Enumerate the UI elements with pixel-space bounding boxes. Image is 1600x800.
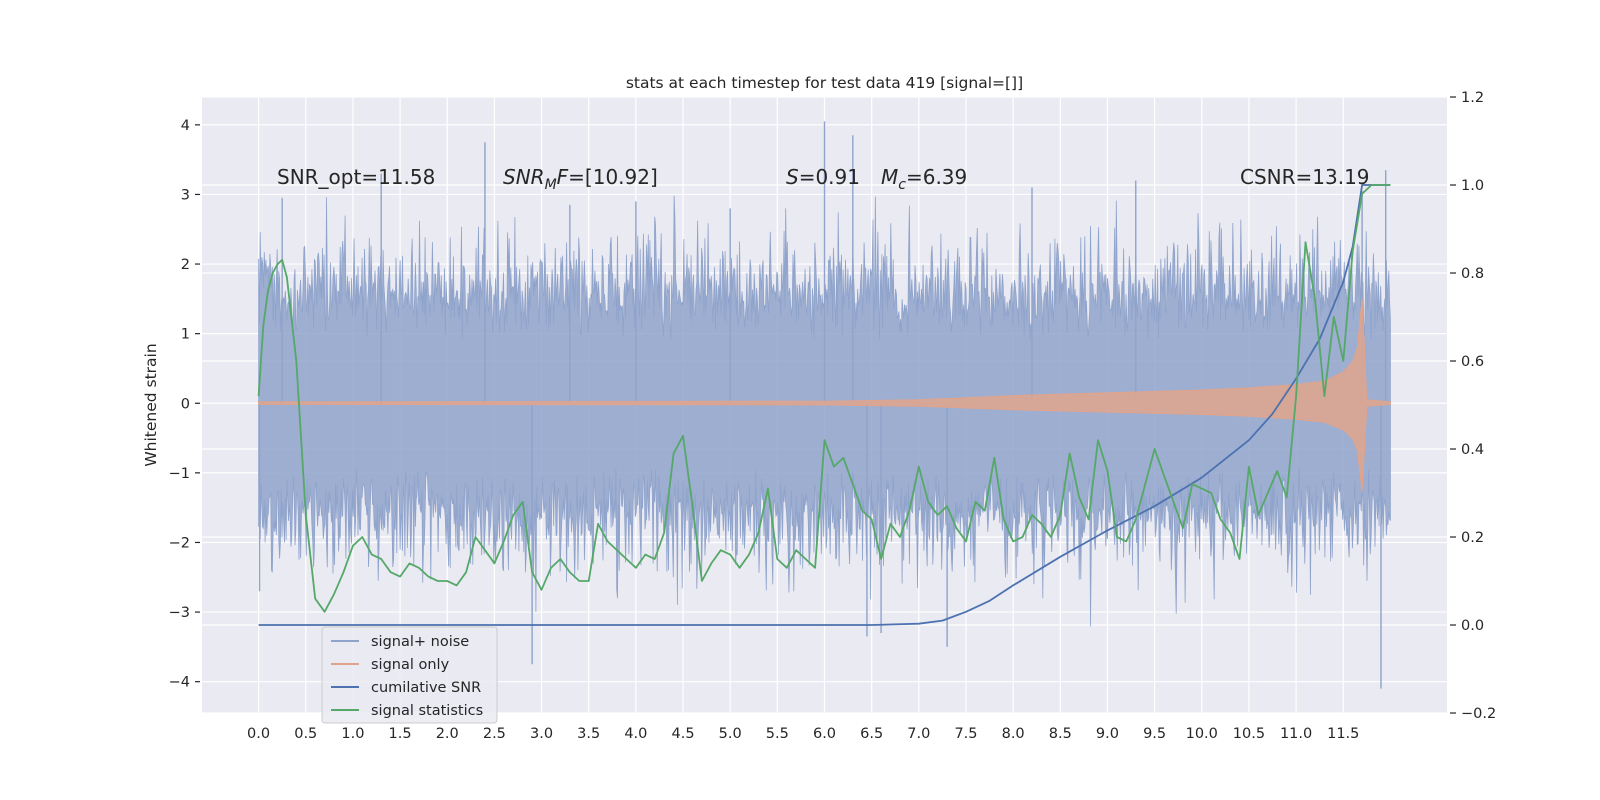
x-tick-label: 10.5 bbox=[1233, 726, 1265, 742]
y-axis-label: Whitened strain bbox=[142, 343, 160, 466]
cumulative-snr-line bbox=[258, 184, 1391, 626]
x-tick-label: 1.5 bbox=[389, 726, 412, 742]
x-tick-label: 11.5 bbox=[1327, 726, 1359, 742]
x-tick-label: 7.0 bbox=[907, 726, 930, 742]
annotation-part: =[10.92] bbox=[568, 165, 658, 189]
annotation-s-value: S=0.91 bbox=[786, 165, 860, 189]
x-tick-label: 5.5 bbox=[766, 726, 789, 742]
x-tick-label: 2.0 bbox=[436, 726, 459, 742]
legend-label: signal only bbox=[371, 657, 450, 673]
x-tick-label: 4.5 bbox=[671, 726, 694, 742]
annotation-part: =0.91 bbox=[799, 165, 860, 189]
y2-tick-label: 0.4 bbox=[1461, 442, 1484, 458]
x-tick-label: 8.5 bbox=[1049, 726, 1072, 742]
y-tick-label: 3 bbox=[181, 187, 190, 203]
x-tick-label: 4.0 bbox=[624, 726, 647, 742]
y2-tick-label: −0.2 bbox=[1461, 706, 1496, 722]
legend-label: signal+ noise bbox=[371, 634, 469, 650]
x-tick-label: 0.0 bbox=[247, 726, 270, 742]
annotation-part: SNR_opt=11.58 bbox=[277, 165, 435, 189]
x-tick-label: 6.0 bbox=[813, 726, 836, 742]
legend-label: signal statistics bbox=[371, 703, 483, 719]
y-tick-label: 0 bbox=[181, 396, 190, 412]
y2-tick-label: 0.0 bbox=[1461, 618, 1484, 634]
x-tick-label: 9.0 bbox=[1096, 726, 1119, 742]
annotation-part: S bbox=[786, 165, 799, 189]
x-tick-label: 9.5 bbox=[1143, 726, 1166, 742]
annotation-part: SNR bbox=[503, 165, 545, 189]
annotation-snr-mf: SNRMF=[10.92] bbox=[503, 165, 658, 193]
y2-tick-label: 1.0 bbox=[1461, 178, 1484, 194]
legend: signal+ noise signal only cumilative SNR si… bbox=[321, 626, 498, 724]
y-tick-label: 1 bbox=[181, 327, 190, 343]
legend-label: cumilative SNR bbox=[371, 680, 481, 696]
y-tick-label: −3 bbox=[169, 605, 190, 621]
signal-statistics-line bbox=[257, 184, 1391, 613]
x-tick-label: 3.0 bbox=[530, 726, 553, 742]
y2-tick-label: 0.6 bbox=[1461, 354, 1484, 370]
x-tick-label: 6.5 bbox=[860, 726, 883, 742]
annotation-part: M bbox=[881, 165, 898, 189]
y2-tick-label: 0.8 bbox=[1461, 266, 1484, 282]
axis-ticks: 0.0 0.5 1.0 1.5 2.0 2.5 3.0 3.5 4.0 4.5 5.0 5.5 6.0 6… bbox=[169, 90, 1497, 742]
x-tick-label: 10.0 bbox=[1186, 726, 1218, 742]
signal-only-envelope bbox=[258, 298, 1391, 493]
y-tick-label: 2 bbox=[181, 257, 190, 273]
annotation-part: CSNR=13.19 bbox=[1240, 165, 1370, 189]
y-tick-label: 4 bbox=[181, 118, 190, 134]
y2-tick-label: 1.2 bbox=[1461, 90, 1484, 106]
x-tick-label: 2.5 bbox=[483, 726, 506, 742]
annotation-csnr: CSNR=13.19 bbox=[1240, 165, 1370, 189]
y-tick-label: −1 bbox=[169, 466, 190, 482]
x-tick-label: 3.5 bbox=[577, 726, 600, 742]
annotations: SNR_opt=11.58 SNRMF=[10.92] S=0.91 Mc=6.39 C… bbox=[277, 165, 1370, 193]
x-tick-label: 7.5 bbox=[954, 726, 977, 742]
signal-noise-series bbox=[258, 121, 1391, 689]
chart-title: stats at each timestep for test data 419… bbox=[626, 74, 1023, 92]
annotation-part: F bbox=[557, 165, 569, 189]
legend-box bbox=[321, 626, 498, 724]
annotation-snr-opt: SNR_opt=11.58 bbox=[277, 165, 435, 189]
x-tick-label: 11.0 bbox=[1280, 726, 1312, 742]
annotation-part: c bbox=[898, 177, 906, 193]
annotation-part: =6.39 bbox=[906, 165, 967, 189]
annotation-part: M bbox=[545, 177, 557, 193]
y2-tick-label: 0.2 bbox=[1461, 530, 1484, 546]
y-tick-label: −2 bbox=[169, 535, 190, 551]
x-tick-label: 1.0 bbox=[341, 726, 364, 742]
x-tick-label: 8.0 bbox=[1002, 726, 1025, 742]
x-tick-label: 0.5 bbox=[294, 726, 317, 742]
right-axis-series bbox=[257, 184, 1391, 626]
x-tick-label: 5.0 bbox=[719, 726, 742, 742]
signal-only-series bbox=[258, 298, 1391, 493]
y-tick-label: −4 bbox=[169, 675, 190, 691]
annotation-mc-value: Mc=6.39 bbox=[881, 165, 967, 193]
